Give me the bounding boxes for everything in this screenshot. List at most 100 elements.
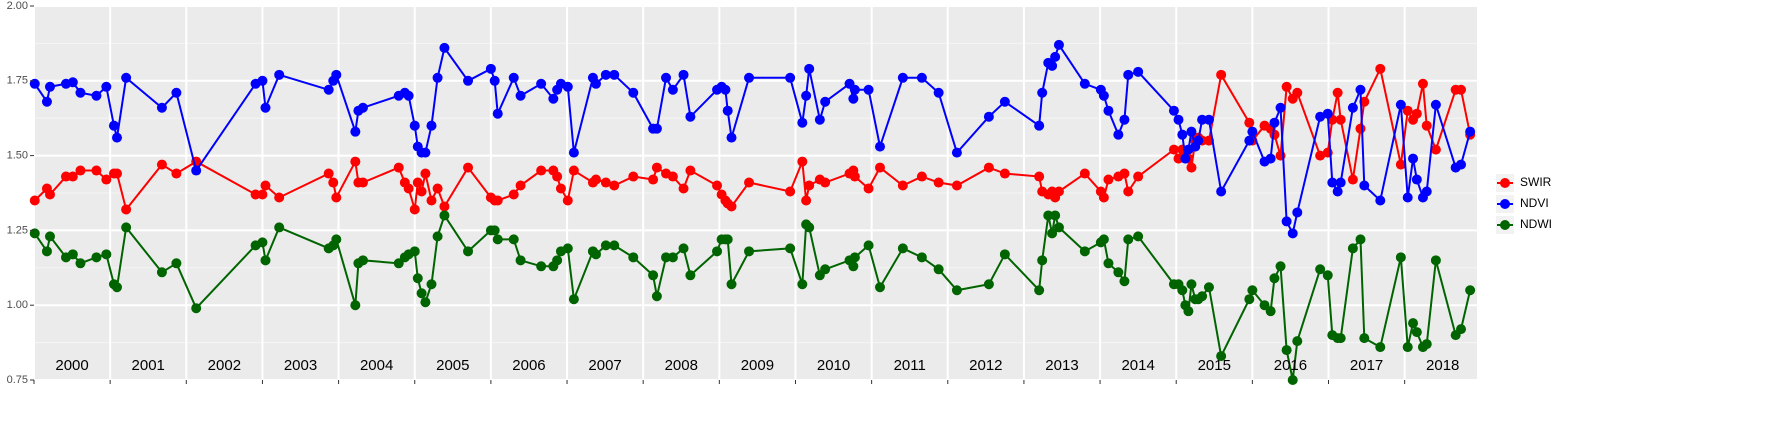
year-label: 2008 [665, 357, 698, 374]
point [409, 246, 420, 257]
point [661, 72, 672, 83]
point [171, 258, 182, 269]
point [744, 246, 755, 257]
point [1347, 102, 1358, 113]
point [933, 264, 944, 275]
point [260, 255, 271, 266]
point [426, 279, 437, 290]
year-label: 2018 [1426, 357, 1459, 374]
point [983, 162, 994, 173]
point [1456, 84, 1467, 95]
point [426, 120, 437, 131]
point [1053, 186, 1064, 197]
point [983, 111, 994, 122]
point [804, 63, 815, 74]
year-label: 2016 [1274, 357, 1307, 374]
point [609, 240, 620, 251]
point [328, 177, 339, 188]
legend: SWIR NDVI NDWI [1496, 174, 1552, 234]
point [1047, 228, 1058, 239]
point [1275, 261, 1286, 272]
point [1347, 174, 1358, 185]
point [432, 231, 443, 242]
point [412, 177, 423, 188]
point [785, 243, 796, 254]
point [1335, 177, 1346, 188]
point [1335, 333, 1346, 344]
point [820, 177, 831, 188]
point [797, 117, 808, 128]
point [785, 72, 796, 83]
point [323, 168, 334, 179]
point [1216, 186, 1227, 197]
point [101, 81, 112, 92]
point [515, 90, 526, 101]
point [250, 189, 261, 200]
point [1265, 306, 1276, 317]
point [1408, 153, 1419, 164]
point [1053, 222, 1064, 233]
point [916, 171, 927, 182]
point [1244, 117, 1255, 128]
point [492, 108, 503, 119]
point [801, 195, 812, 206]
point [1322, 108, 1333, 119]
point [897, 180, 908, 191]
point [1113, 129, 1124, 140]
point [1123, 69, 1134, 80]
point [1034, 285, 1045, 296]
point [797, 156, 808, 167]
point [1269, 117, 1280, 128]
point [801, 90, 812, 101]
point [257, 237, 268, 248]
point [1050, 51, 1061, 62]
point [933, 87, 944, 98]
point [820, 264, 831, 275]
year-label: 2000 [55, 357, 88, 374]
point [75, 165, 86, 176]
point [848, 261, 859, 272]
point [797, 279, 808, 290]
point [274, 222, 285, 233]
y-tick-label: 1.00 [7, 299, 28, 311]
point [357, 102, 368, 113]
year-label: 2014 [1121, 357, 1154, 374]
point [1047, 60, 1058, 71]
point [916, 252, 927, 263]
point [357, 177, 368, 188]
point [1375, 63, 1386, 74]
point [1421, 339, 1432, 350]
point [393, 162, 404, 173]
y-tick-label: 0.75 [7, 374, 28, 386]
point [897, 243, 908, 254]
point [1375, 342, 1386, 353]
point [722, 105, 733, 116]
legend-point [1500, 199, 1510, 209]
point [536, 78, 547, 89]
point [555, 183, 566, 194]
point [1315, 150, 1326, 161]
legend-label: NDVI [1520, 196, 1549, 210]
point [628, 87, 639, 98]
point [1347, 243, 1358, 254]
point [1098, 90, 1109, 101]
point [1079, 168, 1090, 179]
point [1098, 234, 1109, 245]
point [1043, 210, 1054, 221]
point [1281, 216, 1292, 227]
point [91, 252, 102, 263]
point [744, 72, 755, 83]
point [1034, 120, 1045, 131]
point [357, 255, 368, 266]
point [785, 186, 796, 197]
point [875, 141, 886, 152]
point [439, 210, 450, 221]
point [463, 246, 474, 257]
point [426, 195, 437, 206]
point [1292, 207, 1303, 218]
point [41, 96, 52, 107]
point [1355, 84, 1366, 95]
point [590, 174, 601, 185]
point [667, 84, 678, 95]
point [1292, 336, 1303, 347]
